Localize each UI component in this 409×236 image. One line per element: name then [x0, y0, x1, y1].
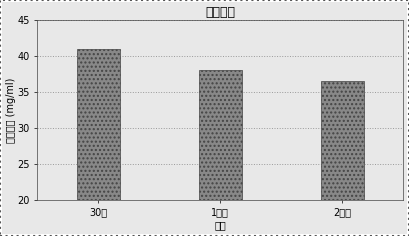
Title: 乾燥時間: 乾燥時間 [205, 6, 235, 19]
X-axis label: 時間: 時間 [214, 220, 226, 230]
Bar [321, 81, 364, 200]
Bar [199, 70, 242, 200]
Bar [77, 49, 119, 200]
Y-axis label: 結合容量 (mg/ml): 結合容量 (mg/ml) [6, 77, 16, 143]
